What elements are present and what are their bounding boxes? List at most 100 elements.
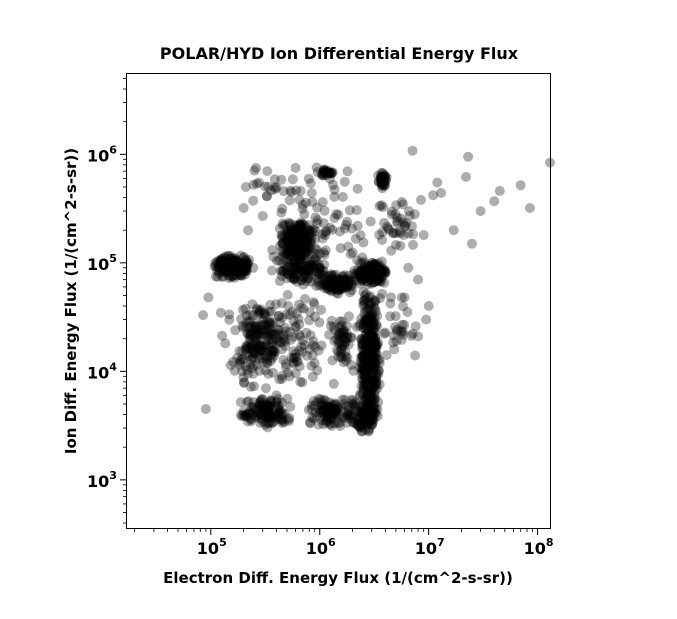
data-point — [367, 345, 378, 356]
data-point — [252, 304, 263, 315]
data-point — [223, 257, 234, 268]
data-point — [355, 318, 366, 329]
data-point — [267, 418, 278, 429]
data-point — [366, 404, 377, 415]
data-point — [408, 229, 419, 240]
data-point — [388, 330, 399, 341]
data-point — [370, 357, 380, 368]
data-point — [248, 402, 259, 413]
data-point — [290, 244, 301, 254]
data-point — [283, 244, 294, 255]
data-point — [336, 352, 347, 363]
data-point — [374, 358, 385, 368]
data-point — [397, 217, 408, 228]
x-tick-label: 107 — [415, 536, 445, 558]
data-point — [370, 385, 381, 396]
data-point — [216, 256, 227, 266]
data-point — [339, 413, 350, 423]
data-point — [235, 250, 246, 261]
data-point — [285, 224, 296, 235]
data-point — [236, 265, 247, 275]
data-point — [295, 244, 306, 255]
data-point — [369, 364, 379, 375]
data-point — [216, 254, 227, 265]
data-point — [261, 411, 272, 422]
data-point — [363, 267, 374, 278]
data-point — [359, 299, 370, 310]
data-point — [332, 275, 343, 286]
data-point — [331, 399, 342, 410]
data-point — [217, 330, 228, 341]
data-point — [246, 416, 257, 427]
data-point — [338, 276, 349, 287]
data-point — [337, 283, 348, 294]
data-point — [371, 340, 382, 350]
data-point — [365, 262, 376, 273]
data-point — [295, 234, 305, 245]
data-point — [370, 342, 381, 353]
data-point — [366, 322, 377, 333]
data-point — [294, 242, 305, 253]
data-point — [265, 356, 276, 367]
data-point — [383, 223, 393, 234]
data-point — [245, 330, 255, 341]
data-point — [366, 382, 377, 393]
data-point — [273, 324, 283, 335]
data-point — [311, 162, 322, 173]
data-point — [334, 335, 345, 346]
data-point — [365, 291, 376, 302]
data-point — [376, 200, 387, 211]
data-point — [294, 345, 305, 356]
data-point — [346, 360, 357, 371]
data-point — [228, 270, 239, 281]
data-point — [295, 217, 306, 228]
data-point — [361, 268, 372, 279]
data-point — [293, 228, 304, 239]
data-point — [261, 191, 272, 202]
data-point — [321, 409, 332, 420]
data-point — [278, 220, 289, 231]
data-point — [297, 228, 308, 239]
data-point — [283, 247, 294, 258]
data-point — [224, 263, 234, 274]
data-point — [333, 280, 344, 291]
data-point — [292, 233, 303, 244]
data-point — [357, 363, 368, 373]
data-point — [327, 282, 338, 293]
data-point — [365, 394, 376, 405]
data-point — [436, 188, 447, 198]
data-point — [256, 398, 267, 409]
data-point — [372, 265, 383, 276]
data-point — [254, 365, 265, 376]
data-point — [357, 351, 368, 362]
data-point — [211, 256, 222, 267]
data-point — [236, 270, 247, 281]
data-point — [370, 322, 381, 333]
data-point — [368, 375, 379, 386]
data-point — [296, 240, 307, 251]
data-point — [241, 409, 252, 420]
data-point — [261, 412, 272, 423]
data-point — [305, 418, 316, 429]
data-point — [332, 403, 343, 414]
data-point — [371, 270, 382, 281]
data-point — [294, 229, 305, 240]
data-point — [310, 226, 321, 237]
data-point — [364, 414, 375, 425]
data-point — [293, 250, 304, 261]
data-point — [289, 274, 300, 285]
data-point — [284, 195, 295, 206]
data-point — [368, 344, 379, 355]
data-point — [357, 343, 368, 354]
data-point — [361, 370, 372, 381]
data-point — [373, 275, 383, 286]
data-point — [358, 351, 369, 362]
data-point — [311, 255, 322, 266]
data-point — [399, 292, 410, 303]
data-point — [365, 359, 376, 369]
data-point — [362, 381, 373, 392]
data-point — [362, 404, 373, 415]
data-point — [284, 371, 295, 382]
data-point — [367, 349, 378, 360]
data-point — [248, 360, 259, 371]
